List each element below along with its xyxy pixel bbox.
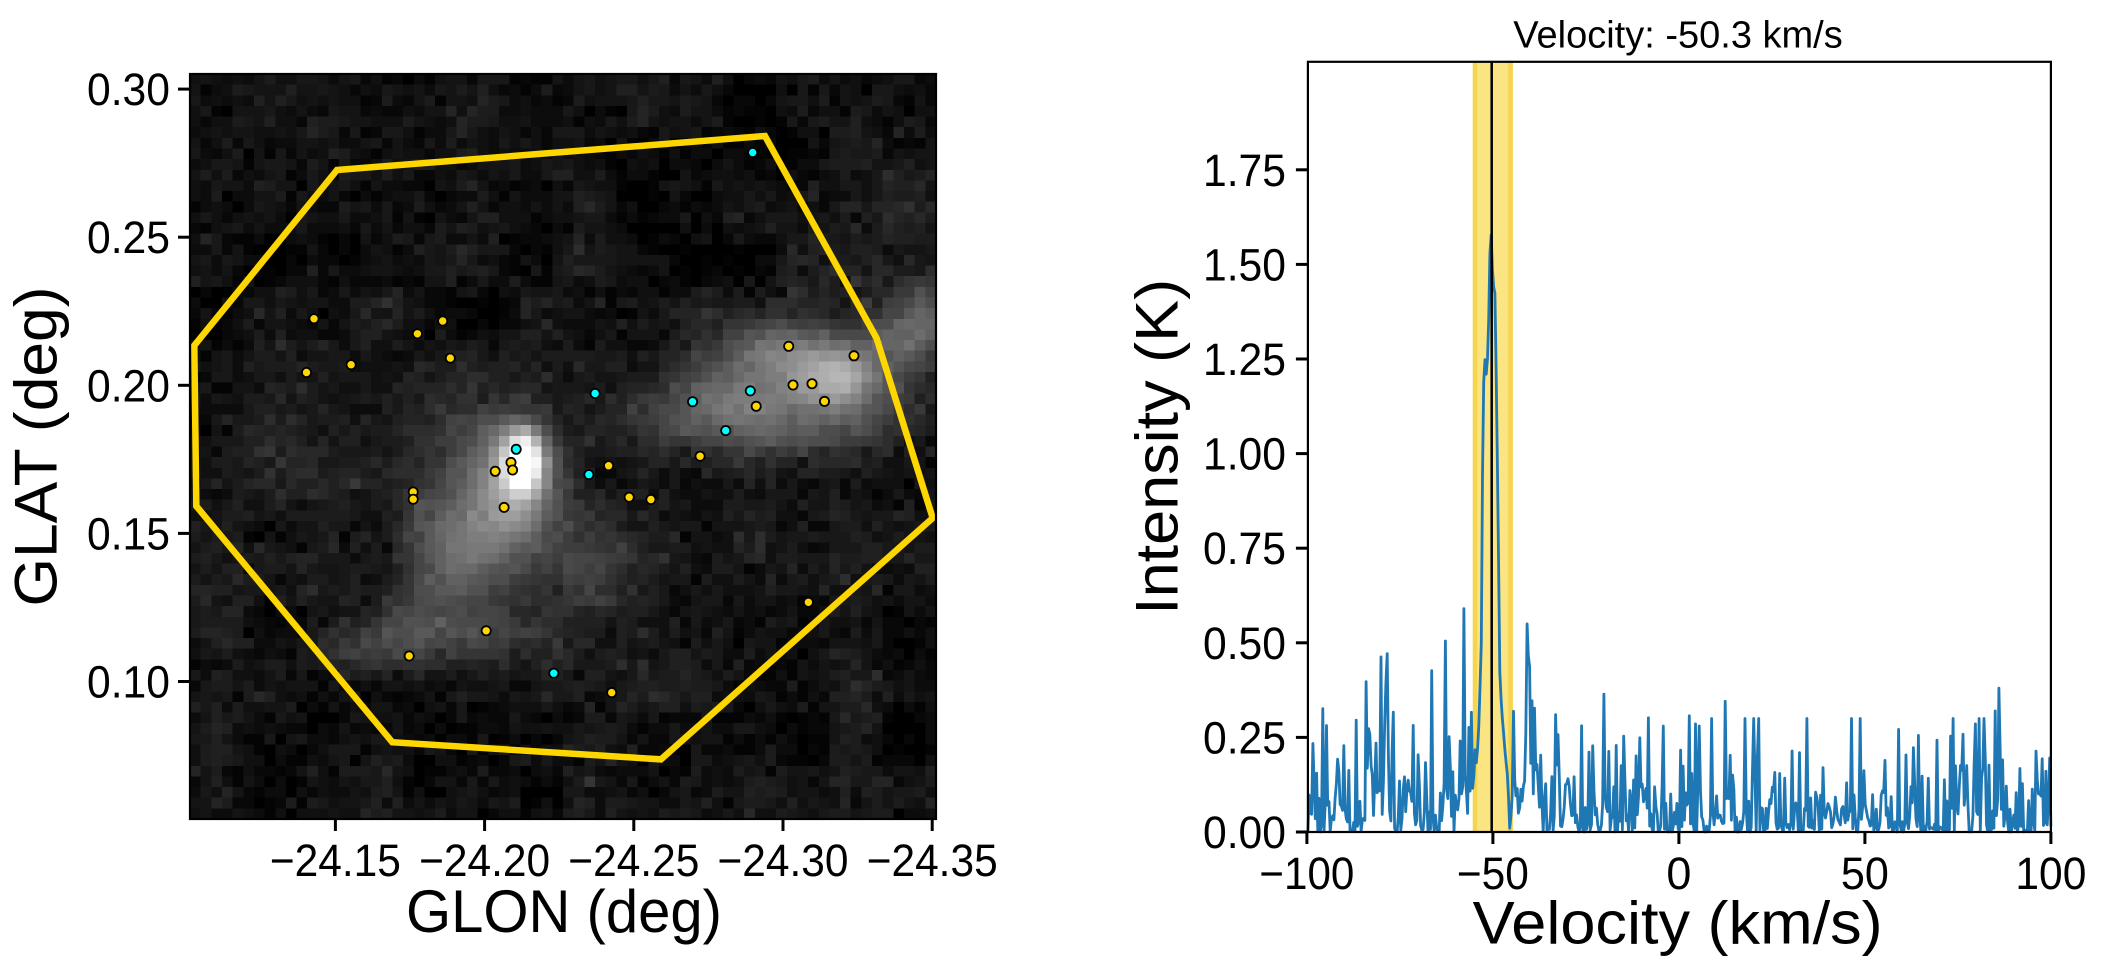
svg-text:0: 0: [1666, 848, 1691, 899]
svg-text:GLAT (deg): GLAT (deg): [3, 287, 70, 607]
svg-text:Velocity: -50.3 km/s: Velocity: -50.3 km/s: [1513, 15, 1842, 57]
svg-text:GLON (deg): GLON (deg): [406, 878, 722, 945]
svg-text:100: 100: [2015, 848, 2086, 899]
svg-text:−24.20: −24.20: [419, 835, 550, 886]
svg-text:0.25: 0.25: [1203, 712, 1286, 763]
svg-text:0.50: 0.50: [1203, 618, 1286, 669]
svg-text:1.50: 1.50: [1203, 239, 1286, 290]
svg-text:1.25: 1.25: [1203, 334, 1286, 385]
svg-text:0.30: 0.30: [87, 64, 170, 115]
svg-text:0.20: 0.20: [87, 360, 170, 411]
svg-text:0.00: 0.00: [1203, 807, 1286, 858]
svg-text:−100: −100: [1259, 848, 1354, 899]
svg-text:1.00: 1.00: [1203, 429, 1286, 480]
svg-text:−24.25: −24.25: [568, 835, 699, 886]
svg-text:Intensity (K): Intensity (K): [1124, 279, 1191, 615]
svg-text:−24.35: −24.35: [867, 835, 998, 886]
svg-text:−24.15: −24.15: [270, 835, 401, 886]
svg-text:1.75: 1.75: [1203, 145, 1286, 196]
svg-text:−50: −50: [1457, 848, 1529, 899]
svg-text:0.15: 0.15: [87, 508, 170, 559]
svg-text:0.10: 0.10: [87, 657, 170, 708]
svg-text:0.25: 0.25: [87, 212, 170, 263]
svg-text:0.75: 0.75: [1203, 523, 1286, 574]
svg-text:−24.30: −24.30: [718, 835, 849, 886]
svg-text:Velocity (km/s): Velocity (km/s): [1473, 889, 1883, 956]
svg-text:50: 50: [1841, 848, 1889, 899]
